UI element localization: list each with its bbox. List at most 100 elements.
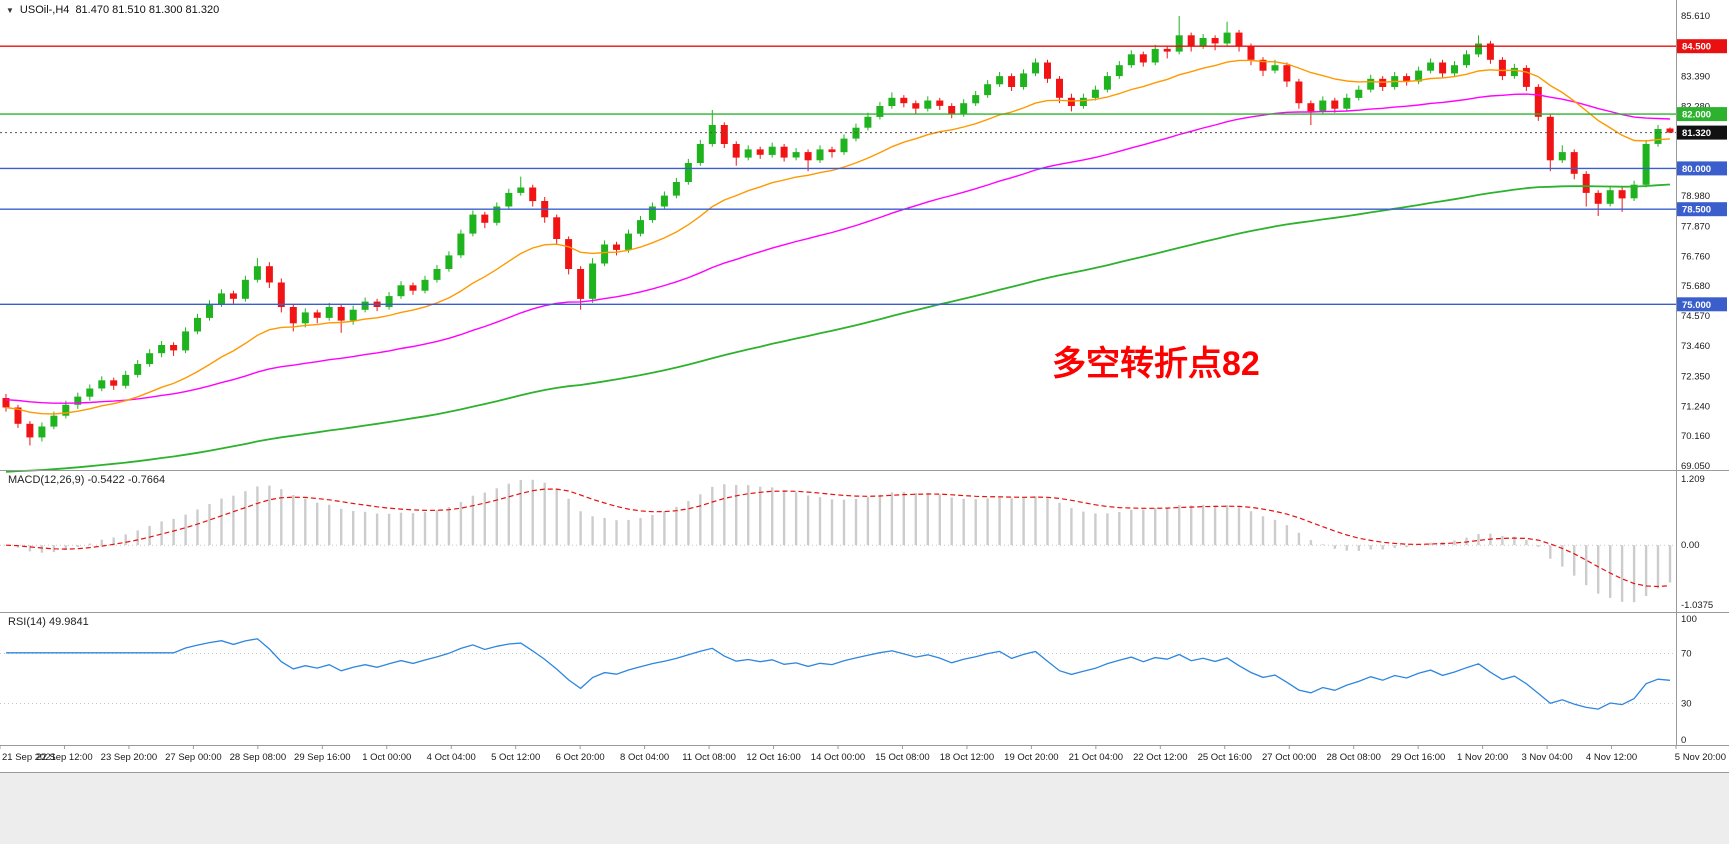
candle-body <box>816 149 824 161</box>
candle-body <box>1606 190 1614 204</box>
y-axis-tick: -1.0375 <box>1681 600 1713 611</box>
time-label: 1 Nov 20:00 <box>1457 752 1508 763</box>
y-axis-tick: 0 <box>1681 735 1686 746</box>
candle-body <box>720 125 728 144</box>
y-axis-tick: 77.870 <box>1681 221 1710 232</box>
candle-body <box>948 106 956 115</box>
candle-body <box>445 255 453 269</box>
candle-body <box>1522 67 1530 87</box>
y-axis-tick: 71.240 <box>1681 401 1710 412</box>
candle-body <box>493 206 501 223</box>
candle-body <box>1271 65 1279 71</box>
candle-body <box>1103 76 1111 90</box>
candle-body <box>924 100 932 109</box>
symbol-period-label: USOil-,H4 <box>19 4 70 16</box>
candle-body <box>768 146 776 155</box>
candle-body <box>756 149 764 155</box>
time-label: 5 Nov 20:00 <box>1675 752 1726 763</box>
candle-body <box>277 282 285 307</box>
time-label: 29 Oct 16:00 <box>1391 752 1445 763</box>
y-axis-tick: 73.460 <box>1681 341 1710 352</box>
candle-body <box>744 149 752 158</box>
chart-canvas[interactable]: 85.610 83.390 82.280 78.980 77.870 76.760 75.6… <box>0 0 1729 772</box>
candle-body <box>421 279 429 291</box>
candle-body <box>38 426 46 438</box>
symbol-info-bar: ▼ USOil-,H4 81.470 81.510 81.300 81.320 <box>6 4 219 16</box>
candle-body <box>206 304 213 318</box>
candle-body <box>1546 116 1554 161</box>
candle-body <box>1582 173 1590 193</box>
price-badge: 81.320 <box>1677 125 1727 140</box>
candle-body <box>457 233 465 256</box>
candle-body <box>708 125 716 144</box>
chevron-down-icon[interactable]: ▼ <box>6 5 14 15</box>
candle-body <box>337 307 345 321</box>
candle-body <box>960 103 968 115</box>
y-axis-tick: 70.160 <box>1681 431 1710 442</box>
candle-body <box>26 423 34 438</box>
y-axis-tick: 82.280 <box>1681 102 1710 113</box>
candle-body <box>505 192 513 207</box>
candle-body <box>1115 65 1123 77</box>
candle-body <box>1020 73 1028 87</box>
svg-text:81.320: 81.320 <box>1682 128 1711 139</box>
y-axis-tick: 75.680 <box>1681 281 1710 292</box>
rsi-label: RSI(14) 49.9841 <box>8 616 89 628</box>
candle-body <box>1570 152 1578 174</box>
candle-body <box>1319 100 1327 112</box>
svg-text:80.000: 80.000 <box>1682 164 1711 175</box>
candle-body <box>1199 38 1207 47</box>
candle-body <box>1223 32 1231 44</box>
ma-slow-line <box>5 183 1671 473</box>
candle-body <box>696 144 704 163</box>
candle-body <box>1666 128 1674 133</box>
time-label: 15 Oct 08:00 <box>875 752 929 763</box>
candle-body <box>1355 89 1363 98</box>
candle-body <box>732 144 740 158</box>
candle-body <box>529 187 537 202</box>
candle-body <box>565 239 573 269</box>
svg-text:75.000: 75.000 <box>1682 300 1711 311</box>
candle-body <box>553 217 561 239</box>
candle-body <box>1235 32 1243 47</box>
candle-body <box>194 317 201 332</box>
y-axis-tick: 69.050 <box>1681 461 1710 472</box>
y-axis-tick: 1.209 <box>1681 474 1705 485</box>
time-label: 3 Nov 04:00 <box>1521 752 1572 763</box>
time-label: 22 Oct 12:00 <box>1133 752 1187 763</box>
candle-body <box>625 233 632 250</box>
svg-text:78.500: 78.500 <box>1682 205 1711 216</box>
candle-body <box>1175 35 1183 52</box>
candle-body <box>589 263 597 299</box>
price-badge: 75.000 <box>1677 297 1727 312</box>
ohlc-values: 81.470 81.510 81.300 81.320 <box>75 4 220 16</box>
y-axis-tick: 74.570 <box>1681 311 1710 322</box>
svg-text:84.500: 84.500 <box>1682 42 1711 53</box>
time-label: 19 Oct 20:00 <box>1004 752 1058 763</box>
time-label: 28 Sep 08:00 <box>230 752 287 763</box>
candle-body <box>577 269 585 299</box>
time-label: 21 Oct 04:00 <box>1069 752 1123 763</box>
candle-body <box>110 380 118 386</box>
candle-body <box>397 285 405 297</box>
svg-text:82.000: 82.000 <box>1682 110 1711 121</box>
candle-body <box>876 106 884 117</box>
candle-body <box>648 206 656 221</box>
candle-body <box>1463 54 1470 66</box>
candle-body <box>613 244 620 250</box>
macd-histogram <box>16 479 1672 603</box>
y-axis-tick: 72.350 <box>1681 371 1710 382</box>
candle-body <box>62 404 70 416</box>
candle-body <box>158 345 166 354</box>
candle-body <box>122 374 130 386</box>
time-label: 11 Oct 08:00 <box>682 752 736 763</box>
candle-body <box>1044 62 1051 79</box>
candle-body <box>409 285 417 291</box>
candle-body <box>1283 65 1291 82</box>
candle-body <box>1079 97 1087 106</box>
y-axis-tick: 78.980 <box>1681 191 1710 202</box>
candle-body <box>1594 192 1602 204</box>
candle-body <box>900 97 908 104</box>
